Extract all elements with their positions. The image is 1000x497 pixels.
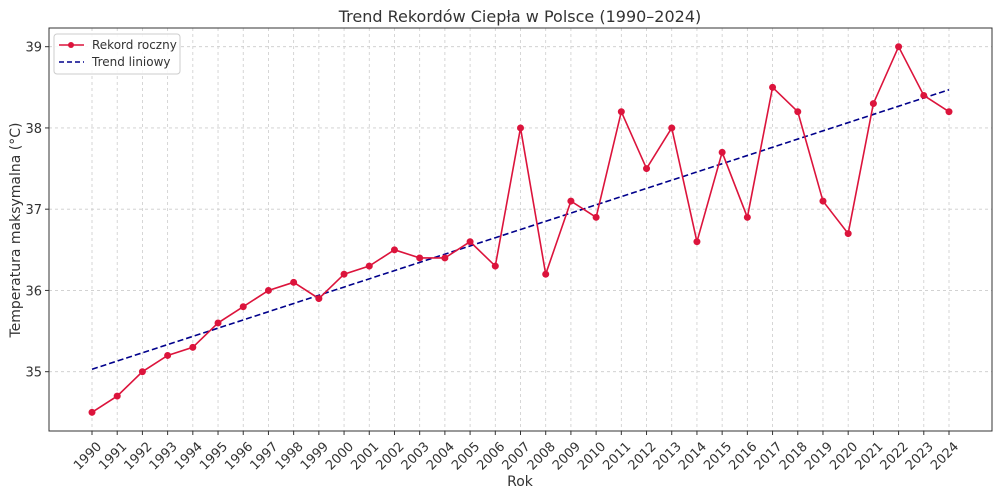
x-tick-label: 1990 bbox=[71, 439, 105, 473]
x-tick-label: 2014 bbox=[676, 439, 710, 473]
plot-frame bbox=[48, 27, 993, 432]
x-tick-label: 2016 bbox=[726, 439, 760, 473]
x-tick-label: 2001 bbox=[348, 439, 382, 473]
record-point bbox=[416, 254, 424, 262]
record-point bbox=[214, 319, 222, 327]
record-point bbox=[895, 43, 903, 51]
x-tick-label: 1991 bbox=[96, 439, 130, 473]
record-point bbox=[542, 270, 550, 278]
record-point bbox=[819, 197, 827, 205]
record-point bbox=[390, 246, 398, 254]
x-tick-label: 2006 bbox=[474, 439, 508, 473]
record-point bbox=[743, 213, 751, 221]
legend-marker-rekord bbox=[68, 42, 74, 48]
x-tick-label: 1995 bbox=[197, 439, 231, 473]
x-tick-label: 2024 bbox=[928, 439, 962, 473]
record-point bbox=[794, 108, 802, 116]
x-tick-label: 1996 bbox=[222, 439, 256, 473]
record-point bbox=[592, 213, 600, 221]
record-point bbox=[189, 343, 197, 351]
record-point bbox=[365, 262, 373, 270]
record-point bbox=[617, 108, 625, 116]
record-point bbox=[88, 408, 96, 416]
record-point bbox=[567, 197, 575, 205]
x-tick-label: 2003 bbox=[399, 439, 433, 473]
record-point bbox=[138, 368, 146, 376]
record-point bbox=[844, 230, 852, 238]
x-tick-label: 1993 bbox=[147, 439, 181, 473]
record-point bbox=[164, 351, 172, 359]
x-tick-label: 2013 bbox=[651, 439, 685, 473]
record-point bbox=[517, 124, 524, 132]
x-tick-label: 2010 bbox=[575, 439, 609, 473]
x-tick-label: 2009 bbox=[550, 439, 584, 473]
x-tick-label: 2018 bbox=[777, 439, 811, 473]
x-tick-label: 1994 bbox=[172, 439, 206, 473]
x-tick-label: 2002 bbox=[374, 439, 408, 473]
x-tick-label: 2005 bbox=[449, 439, 483, 473]
y-axis-label: Temperatura maksymalna (°C) bbox=[8, 122, 24, 338]
record-point bbox=[466, 238, 474, 246]
record-point bbox=[239, 303, 247, 311]
record-point bbox=[315, 295, 323, 303]
y-tick-label: 38 bbox=[25, 122, 42, 137]
x-tick-label: 1998 bbox=[273, 439, 307, 473]
x-tick-label: 2019 bbox=[802, 439, 836, 473]
y-tick-label: 37 bbox=[25, 203, 42, 218]
x-tick-label: 2021 bbox=[852, 439, 886, 473]
x-tick-label: 2000 bbox=[323, 439, 357, 473]
x-tick-label: 2017 bbox=[752, 439, 786, 473]
chart-title: Trend Rekordów Ciepła w Polsce (1990–202… bbox=[338, 7, 702, 26]
legend-label-trend: Trend liniowy bbox=[91, 55, 171, 69]
x-axis-label: Rok bbox=[507, 474, 534, 490]
record-point bbox=[491, 262, 499, 270]
x-tick-label: 2023 bbox=[903, 439, 937, 473]
x-tick-label: 2022 bbox=[878, 439, 912, 473]
legend-label-rekord: Rekord roczny bbox=[92, 38, 177, 52]
record-point bbox=[718, 148, 726, 156]
record-point bbox=[869, 100, 877, 108]
trend-line bbox=[91, 88, 950, 371]
x-tick-label: 1997 bbox=[247, 439, 281, 473]
x-tick-label: 2020 bbox=[827, 439, 861, 473]
x-tick-label: 2004 bbox=[424, 439, 458, 473]
x-tick-label: 1992 bbox=[121, 439, 155, 473]
record-point bbox=[643, 165, 651, 173]
y-tick-label: 39 bbox=[25, 41, 42, 56]
record-point bbox=[441, 254, 449, 262]
record-point bbox=[290, 278, 298, 286]
y-tick-label: 35 bbox=[25, 366, 42, 381]
x-tick-label: 2008 bbox=[525, 439, 559, 473]
record-point bbox=[945, 108, 953, 116]
record-point bbox=[113, 392, 121, 400]
record-point bbox=[920, 91, 928, 99]
x-tick-label: 2011 bbox=[600, 439, 634, 473]
record-point bbox=[693, 238, 701, 246]
record-point bbox=[769, 83, 777, 91]
x-tick-label: 2015 bbox=[701, 439, 735, 473]
record-point bbox=[264, 286, 272, 294]
x-tick-label: 1999 bbox=[298, 439, 332, 473]
x-tick-label: 2012 bbox=[626, 439, 660, 473]
record-point bbox=[668, 124, 676, 132]
y-tick-label: 36 bbox=[25, 284, 42, 299]
record-point bbox=[340, 270, 348, 278]
legend: Rekord roczny Trend liniowy bbox=[53, 33, 181, 75]
x-tick-label: 2007 bbox=[500, 439, 534, 473]
